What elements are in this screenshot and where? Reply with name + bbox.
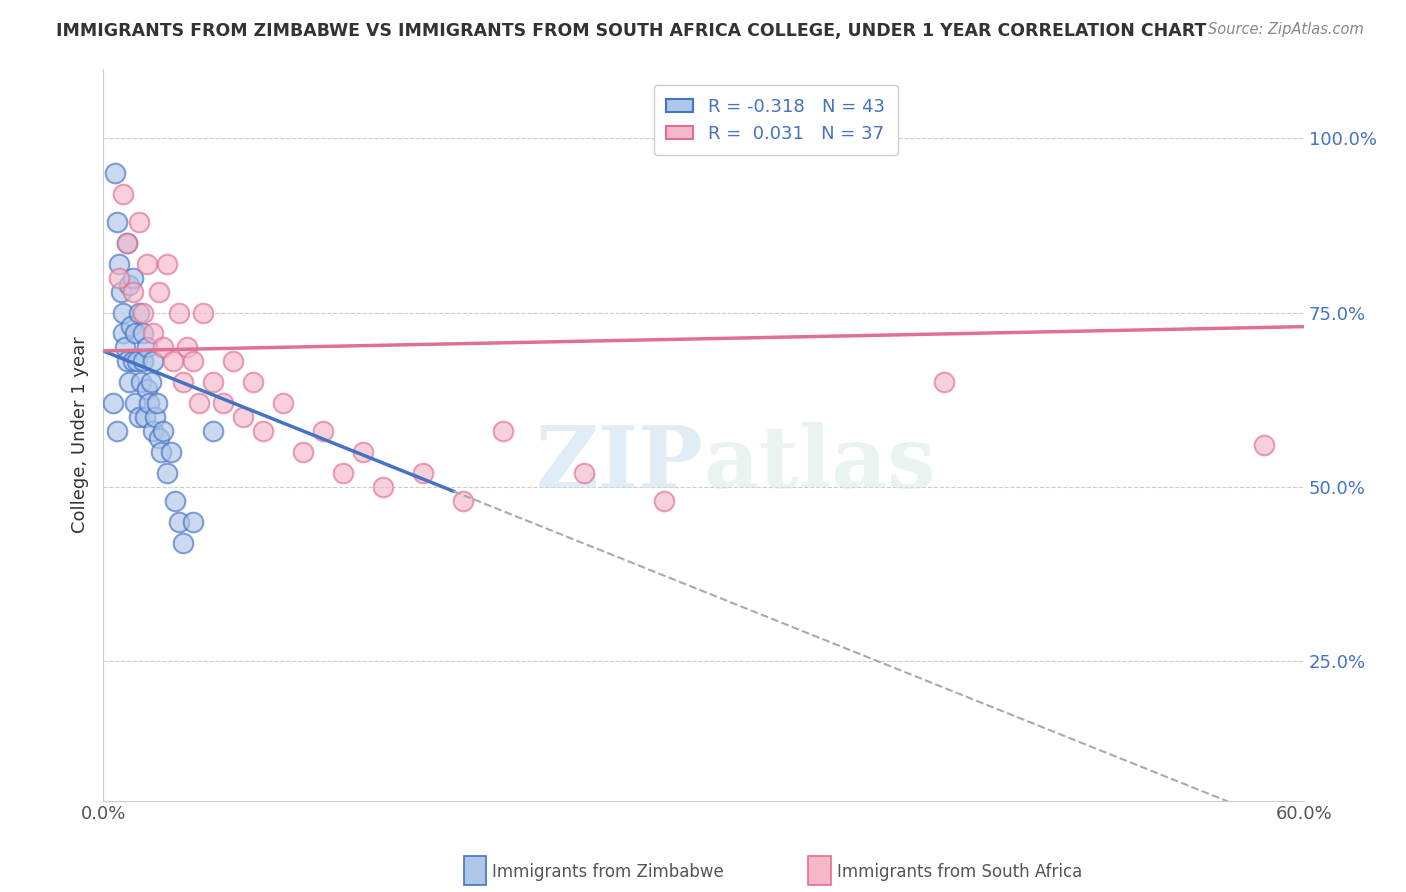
Point	[152, 340, 174, 354]
Point	[128, 410, 150, 425]
Point	[108, 257, 131, 271]
Text: Immigrants from Zimbabwe: Immigrants from Zimbabwe	[492, 863, 724, 881]
Point	[136, 257, 159, 271]
Point	[232, 410, 254, 425]
Point	[212, 396, 235, 410]
Point	[118, 376, 141, 390]
Point	[104, 166, 127, 180]
Point	[122, 285, 145, 299]
Point	[181, 354, 204, 368]
Point	[141, 376, 163, 390]
Point	[105, 215, 128, 229]
Point	[412, 466, 434, 480]
Point	[167, 515, 190, 529]
Legend: R = -0.318   N = 43, R =  0.031   N = 37: R = -0.318 N = 43, R = 0.031 N = 37	[654, 85, 897, 155]
Point	[152, 424, 174, 438]
Point	[120, 319, 142, 334]
Point	[188, 396, 211, 410]
Point	[127, 354, 149, 368]
Point	[118, 277, 141, 292]
Point	[124, 396, 146, 410]
Point	[202, 424, 225, 438]
Text: atlas: atlas	[703, 422, 936, 506]
Point	[112, 305, 135, 319]
Point	[136, 340, 159, 354]
Point	[112, 187, 135, 202]
Point	[122, 270, 145, 285]
Point	[652, 493, 675, 508]
Point	[105, 424, 128, 438]
Point	[142, 326, 165, 341]
Point	[453, 493, 475, 508]
Point	[108, 270, 131, 285]
Point	[148, 285, 170, 299]
Text: Source: ZipAtlas.com: Source: ZipAtlas.com	[1208, 22, 1364, 37]
Point	[162, 354, 184, 368]
Text: IMMIGRANTS FROM ZIMBABWE VS IMMIGRANTS FROM SOUTH AFRICA COLLEGE, UNDER 1 YEAR C: IMMIGRANTS FROM ZIMBABWE VS IMMIGRANTS F…	[56, 22, 1206, 40]
Point	[124, 326, 146, 341]
Point	[222, 354, 245, 368]
Point	[176, 340, 198, 354]
Point	[242, 376, 264, 390]
Point	[115, 235, 138, 250]
Point	[132, 326, 155, 341]
Point	[172, 535, 194, 549]
Point	[146, 396, 169, 410]
Point	[132, 354, 155, 368]
Point	[115, 235, 138, 250]
Point	[312, 424, 335, 438]
Point	[110, 285, 132, 299]
Point	[136, 382, 159, 396]
Point	[271, 396, 294, 410]
Point	[932, 376, 955, 390]
Text: Immigrants from South Africa: Immigrants from South Africa	[837, 863, 1081, 881]
Point	[1253, 438, 1275, 452]
Point	[156, 257, 179, 271]
Point	[114, 340, 136, 354]
Point	[165, 493, 187, 508]
Point	[143, 410, 166, 425]
Point	[193, 305, 215, 319]
Point	[148, 431, 170, 445]
Point	[252, 424, 274, 438]
Point	[122, 354, 145, 368]
Point	[101, 396, 124, 410]
Point	[181, 515, 204, 529]
Point	[202, 376, 225, 390]
Y-axis label: College, Under 1 year: College, Under 1 year	[72, 336, 89, 533]
Point	[134, 410, 156, 425]
Point	[160, 445, 183, 459]
Point	[156, 466, 179, 480]
Point	[129, 376, 152, 390]
Point	[128, 215, 150, 229]
Point	[332, 466, 354, 480]
Point	[128, 305, 150, 319]
Point	[352, 445, 374, 459]
Point	[138, 396, 160, 410]
Point	[373, 480, 395, 494]
Point	[132, 305, 155, 319]
Text: ZIP: ZIP	[536, 422, 703, 506]
Point	[112, 326, 135, 341]
Point	[115, 354, 138, 368]
Point	[572, 466, 595, 480]
Point	[150, 445, 173, 459]
Point	[142, 354, 165, 368]
Point	[167, 305, 190, 319]
Point	[142, 424, 165, 438]
Point	[492, 424, 515, 438]
Point	[172, 376, 194, 390]
Point	[292, 445, 315, 459]
